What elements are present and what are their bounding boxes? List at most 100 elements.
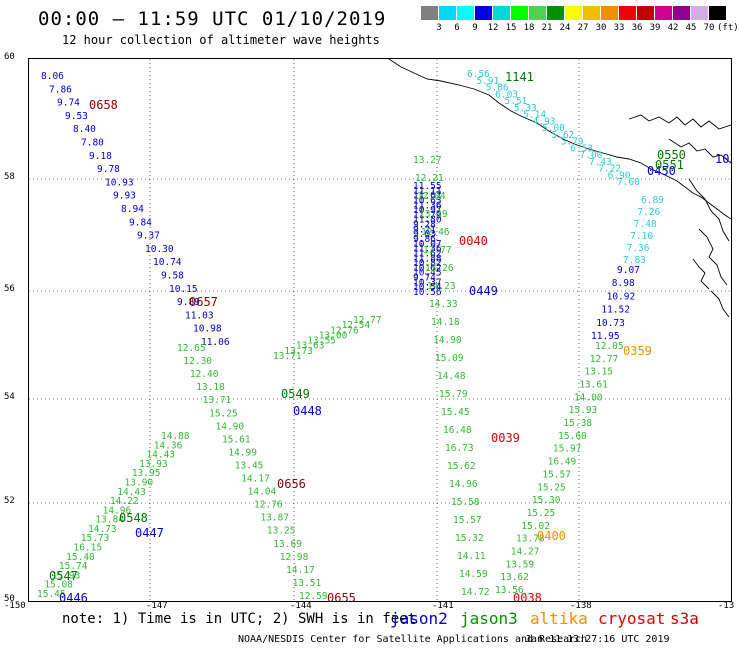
wave-height-value: 15.02: [521, 521, 550, 532]
wave-height-value: 12.40: [190, 369, 219, 380]
wave-height-value: 14.17: [286, 565, 315, 576]
coastline-segment: [388, 59, 731, 220]
wave-height-value: 7.48: [634, 219, 657, 230]
wave-height-value: 11.55: [413, 181, 442, 192]
longitude-label: -144: [290, 601, 312, 611]
wave-height-value: 13.56: [495, 585, 524, 596]
scale-swatch: [529, 6, 546, 20]
wave-height-value: 15.93: [569, 405, 598, 416]
wave-height-value: 11.95: [591, 331, 620, 342]
wave-height-value: 10.54: [413, 282, 442, 293]
wave-height-value: 15.08: [44, 580, 73, 591]
wave-height-value: 10.56: [413, 287, 442, 298]
scale-label: 15: [505, 23, 517, 33]
wave-height-value: 9.03: [413, 229, 436, 240]
coastline-segment: [688, 178, 730, 242]
wave-height-value: 9.86: [413, 234, 436, 245]
wave-height-value: 10.15: [169, 284, 198, 295]
scale-swatch: [601, 6, 618, 20]
wave-height-value: 7.43: [589, 157, 612, 168]
wave-height-value: 13.84: [95, 515, 124, 526]
wave-height-value: 5.00: [542, 123, 565, 134]
wave-height-value: 11.88: [413, 253, 442, 264]
scale-label: 30: [595, 23, 607, 33]
wave-height-value: 14.11: [457, 551, 486, 562]
wave-height-value: 15.25: [537, 482, 566, 493]
pass-time-label: 0655: [327, 591, 356, 601]
scale-label: 45: [685, 23, 697, 33]
wave-height-value: 12.54: [342, 320, 371, 331]
wave-height-value: 6.03: [495, 89, 518, 100]
wave-height-value: 12.30: [183, 356, 212, 367]
map-canvas: 8.06 7.86 9.74 9.53 8.40 7.80 9.18 9.78 10.93 9.9…: [29, 59, 731, 601]
scale-swatch: [547, 6, 564, 20]
wave-height-value: 11.67: [413, 191, 442, 202]
pass-time-label: 0658: [89, 98, 118, 112]
pass-time-label: 0447: [135, 526, 164, 540]
coastline-segment: [692, 258, 710, 290]
wave-height-value: 11.11: [413, 186, 442, 197]
pass-time-label: 0550: [657, 148, 686, 162]
wave-height-value: 14.88: [161, 431, 190, 442]
wave-height-value: 15.09: [435, 353, 464, 364]
wave-height-value: 13.27: [413, 155, 442, 166]
wave-height-value: 10.98: [193, 324, 222, 335]
longitude-label: -138: [570, 601, 592, 611]
wave-height-value: 9.37: [137, 231, 160, 242]
wave-height-value: 5.86: [486, 83, 509, 94]
pass-time-label: 0547: [49, 569, 78, 583]
wave-height-value: 10.37: [413, 277, 442, 288]
coastline-segment: [710, 290, 730, 318]
scale-swatch: [493, 6, 510, 20]
wave-height-value: 12.98: [280, 552, 309, 563]
wave-height-value: 15.62: [447, 461, 476, 472]
wave-height-value: 14.04: [248, 487, 277, 498]
wave-height-value: 13.62: [500, 572, 529, 583]
wave-height-value: 14.48: [437, 371, 466, 382]
wave-height-value: 10.45: [413, 268, 442, 279]
wave-height-value: 6.56: [467, 69, 490, 80]
pass-time-label: 103: [715, 152, 731, 166]
wave-height-value: 9.78: [97, 164, 120, 175]
wave-height-value: 16.73: [445, 443, 474, 454]
scale-swatch: [457, 6, 474, 20]
wave-height-value: 14.96: [103, 505, 132, 516]
coastline-segment: [698, 228, 728, 286]
latitude-label: 52: [4, 496, 15, 506]
wave-height-value: 8.94: [121, 204, 144, 215]
pass-time-label: 0551: [655, 158, 684, 172]
wave-height-value: 15.60: [558, 431, 587, 442]
scale-swatch: [565, 6, 582, 20]
wave-height-value: 15.57: [542, 469, 571, 480]
wave-height-value: 10.82: [413, 258, 442, 269]
mission-legend-jason2: jason2: [390, 609, 448, 628]
wave-height-value: 6.90: [608, 170, 631, 181]
wave-height-value: 9.21: [413, 224, 436, 235]
latitude-label: 54: [4, 392, 15, 402]
coastline-segment: [668, 138, 731, 164]
wave-height-value: 12.21: [415, 173, 444, 184]
wave-height-value: 10.63: [413, 195, 442, 206]
wave-height-value: 7.00: [580, 150, 603, 161]
map-subtitle: 12 hour collection of altimeter wave hei…: [62, 33, 380, 47]
wave-height-value: 14.96: [449, 479, 478, 490]
longitude-label: -141: [432, 601, 454, 611]
wave-height-value: 12.76: [330, 325, 359, 336]
wave-height-value: 13.78: [516, 534, 545, 545]
pass-time-label: 1141: [505, 70, 534, 84]
wave-height-value: 7.10: [630, 231, 653, 242]
scale-label: 12: [487, 23, 499, 33]
wave-height-value: 15.57: [453, 515, 482, 526]
wave-height-value: 10.73: [596, 318, 625, 329]
scale-swatch: [709, 6, 726, 20]
wave-height-value: 14.22: [110, 496, 139, 507]
wave-height-value: 12.46: [421, 227, 450, 238]
wave-height-value: 7.80: [81, 138, 104, 149]
scale-swatch: [619, 6, 636, 20]
scale-swatch: [421, 6, 438, 20]
pass-time-label: 0657: [189, 295, 218, 309]
wave-height-value: 12.65: [177, 343, 206, 354]
pass-time-label: 0038: [513, 591, 542, 601]
wave-height-value: 4.93: [533, 116, 556, 127]
wave-height-value: 13.61: [579, 380, 608, 391]
